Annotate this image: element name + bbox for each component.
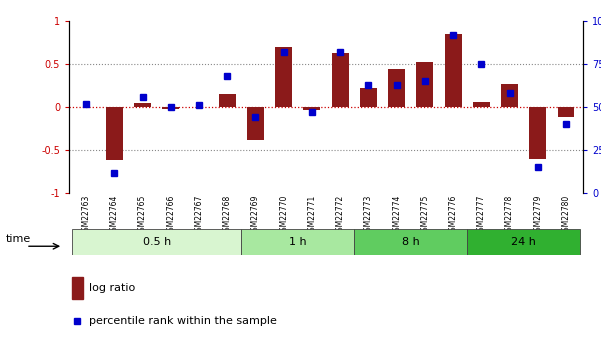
Bar (558, 107, 575, 117)
Bar (360, 88, 377, 107)
Text: 1 h: 1 h (289, 237, 307, 247)
Bar (416, 62, 433, 107)
Bar (219, 94, 236, 107)
Bar (304, 107, 320, 110)
Bar (445, 34, 462, 107)
Bar (106, 107, 123, 160)
Bar (332, 53, 349, 107)
Bar (275, 47, 292, 107)
Bar (72, 229, 242, 255)
Bar (162, 107, 179, 109)
Text: log ratio: log ratio (89, 283, 135, 293)
Bar (72, 277, 83, 299)
Bar (242, 229, 354, 255)
Text: 0.5 h: 0.5 h (142, 237, 171, 247)
Bar (247, 107, 264, 140)
Text: percentile rank within the sample: percentile rank within the sample (89, 316, 277, 326)
Text: time: time (6, 234, 31, 244)
Bar (529, 107, 546, 159)
Bar (354, 229, 467, 255)
Bar (134, 103, 151, 107)
Text: 8 h: 8 h (402, 237, 419, 247)
Bar (473, 102, 490, 107)
Text: 24 h: 24 h (511, 237, 536, 247)
Bar (501, 84, 518, 107)
Bar (467, 229, 580, 255)
Bar (388, 69, 405, 107)
